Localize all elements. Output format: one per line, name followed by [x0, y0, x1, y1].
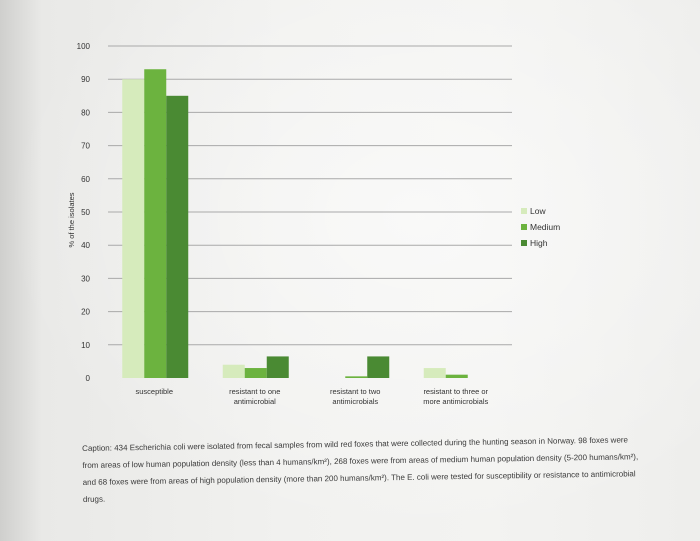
y-axis: 0 10 20 30 40 50 60 70 80 90 100 [77, 42, 91, 383]
y-tick-label: 0 [86, 374, 91, 383]
bar [345, 376, 368, 378]
y-tick-label: 100 [77, 42, 91, 51]
legend-swatch [521, 224, 527, 230]
legend: Low Medium High [521, 206, 560, 248]
legend-swatch [521, 240, 527, 246]
bar [367, 356, 390, 378]
y-tick-label: 80 [81, 108, 90, 117]
y-tick-label: 30 [81, 274, 90, 283]
y-tick-label: 50 [81, 208, 90, 217]
legend-swatch [521, 208, 527, 214]
figure-caption: Caption: 434 Escherichia coli were isola… [82, 435, 639, 504]
y-tick-label: 90 [81, 75, 90, 84]
bars [122, 69, 468, 379]
bar [122, 79, 145, 378]
bar [222, 364, 245, 378]
bar [244, 368, 267, 378]
x-axis-labels: susceptible resistant to one antimicrobial… [135, 387, 488, 406]
bar [266, 356, 289, 378]
bar [445, 374, 468, 378]
y-tick-label: 60 [81, 175, 90, 184]
y-axis-title: % of the isolates [67, 192, 76, 247]
y-tick-label: 10 [81, 341, 90, 350]
legend-label: Medium [530, 222, 560, 232]
bar [144, 69, 167, 379]
bar [166, 95, 189, 379]
y-tick-label: 40 [81, 241, 90, 250]
x-category-label: susceptible [135, 387, 173, 396]
legend-label: Low [530, 206, 546, 216]
legend-label: High [530, 238, 548, 248]
x-category-label: resistant to one antimicrobial [229, 387, 280, 406]
x-category-label: resistant to two antimicrobials [330, 387, 380, 406]
x-category-label: resistant to three or more antimicrobials [423, 387, 488, 406]
y-tick-label: 20 [81, 308, 90, 317]
bar [423, 368, 446, 378]
y-tick-label: 70 [81, 142, 90, 151]
